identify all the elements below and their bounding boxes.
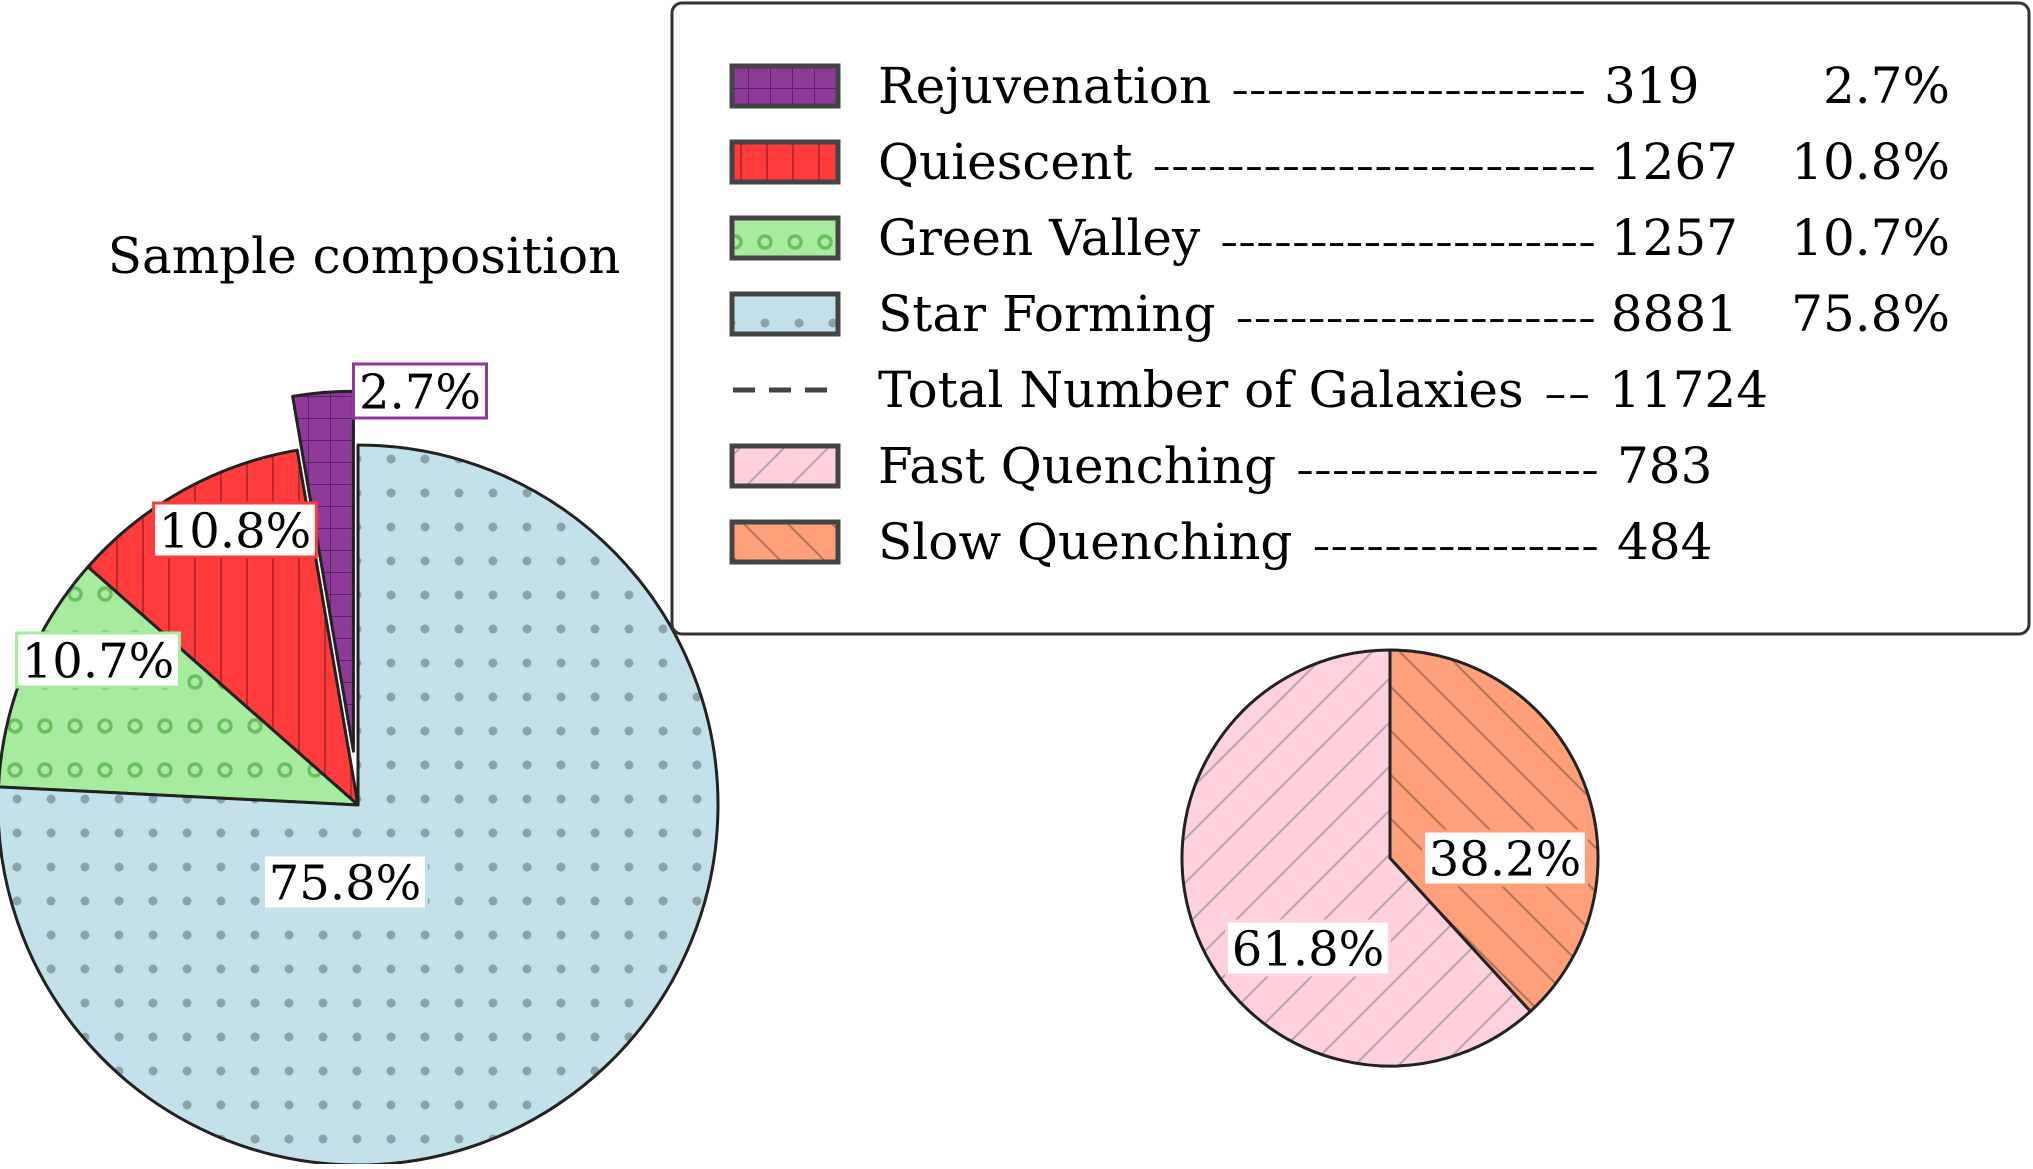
legend-leader-rejuvenation: -------------------- bbox=[1231, 68, 1586, 112]
legend-count-total-number-of-galaxies: 11724 bbox=[1609, 361, 1768, 419]
legend-count-green-valley: 1257 bbox=[1611, 209, 1738, 267]
legend-label-total-number-of-galaxies: Total Number of Galaxies bbox=[878, 361, 1524, 419]
legend-swatch-star-forming bbox=[729, 291, 841, 337]
legend-percent-green-valley: 10.7% bbox=[1791, 209, 1950, 267]
legend-percent-quiescent: 10.8% bbox=[1791, 133, 1950, 191]
pie1-label-quiescent: 10.8% bbox=[159, 503, 311, 559]
pie1-label-star-forming: 75.8% bbox=[269, 855, 421, 911]
pie1-label-box bbox=[351, 362, 489, 420]
legend-label-slow-quenching: Slow Quenching bbox=[878, 513, 1292, 571]
pie2-label-slow-quenching: 38.2% bbox=[1429, 831, 1581, 887]
pie2-label-fast-quenching: 61.8% bbox=[1232, 921, 1384, 977]
pie1-label-box bbox=[15, 631, 181, 689]
legend-count-quiescent: 1267 bbox=[1611, 133, 1738, 191]
pie1: 2.7% 10.8% 10.7% 75.8% bbox=[0, 362, 720, 1167]
legend-leader-total-number-of-galaxies: -- bbox=[1544, 372, 1591, 416]
legend-leader-quiescent: ------------------------ bbox=[1152, 144, 1596, 188]
legend-percent-star-forming: 75.8% bbox=[1791, 285, 1950, 343]
legend-percent-rejuvenation: 2.7% bbox=[1823, 57, 1950, 115]
legend-label-green-valley: Green Valley bbox=[878, 209, 1201, 267]
pie2-label-box bbox=[1225, 919, 1391, 977]
legend-label-quiescent: Quiescent bbox=[878, 133, 1132, 191]
legend-label-star-forming: Star Forming bbox=[878, 285, 1216, 343]
pie1-label-green-valley: 10.7% bbox=[22, 633, 174, 689]
legend-swatch-fast-quenching bbox=[729, 443, 841, 489]
legend-label-fast-quenching: Fast Quenching bbox=[878, 437, 1276, 495]
legend-leader-star-forming: -------------------- bbox=[1236, 296, 1596, 340]
pie1-title: Sample composition bbox=[108, 227, 621, 285]
pie1-label-rejuvenation: 2.7% bbox=[359, 364, 481, 420]
pie1-slice-star-forming bbox=[0, 443, 720, 1167]
legend-leader-fast-quenching: ----------------- bbox=[1296, 448, 1599, 492]
legend-count-rejuvenation: 319 bbox=[1604, 57, 1699, 115]
pie1-label-box bbox=[152, 501, 318, 559]
legend-leader-green-valley: --------------------- bbox=[1220, 220, 1596, 264]
legend-count-star-forming: 8881 bbox=[1611, 285, 1738, 343]
legend: Rejuvenation -------------------- 319 2.7% Q… bbox=[670, 1, 2031, 636]
pie2: 61.8% 38.2% bbox=[1180, 648, 1600, 1068]
legend-swatch-rejuvenation bbox=[729, 63, 841, 109]
legend-count-fast-quenching: 783 bbox=[1617, 437, 1712, 495]
legend-count-slow-quenching: 484 bbox=[1617, 513, 1712, 571]
legend-label-rejuvenation: Rejuvenation bbox=[878, 57, 1211, 115]
legend-leader-slow-quenching: ---------------- bbox=[1312, 524, 1599, 568]
pie2-label-box bbox=[1422, 829, 1588, 887]
legend-swatch-slow-quenching bbox=[729, 519, 841, 565]
legend-frame bbox=[670, 1, 2031, 636]
pie1-label-box bbox=[262, 853, 428, 911]
legend-swatch-quiescent bbox=[729, 139, 841, 185]
legend-swatch-green-valley bbox=[729, 215, 841, 261]
